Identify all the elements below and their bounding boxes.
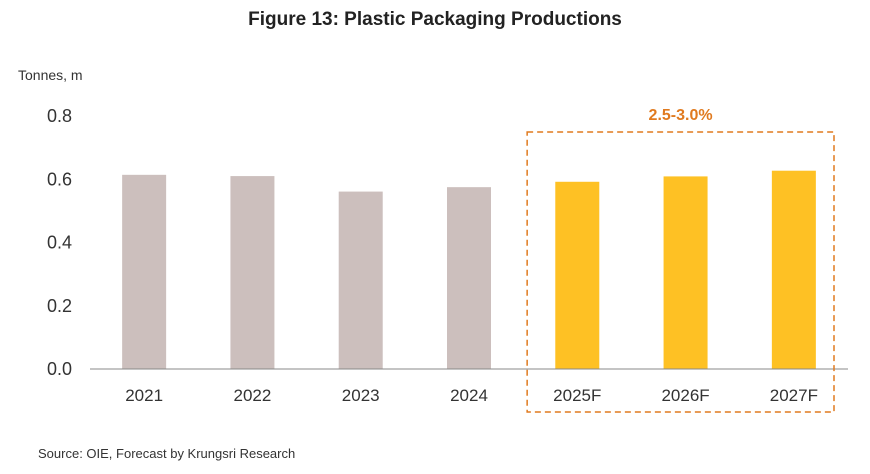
x-tick-label: 2026F (661, 386, 709, 405)
bar-2025f (555, 181, 600, 369)
x-tick-label: 2025F (553, 386, 601, 405)
x-tick-label: 2021 (125, 386, 163, 405)
bar-2021 (122, 174, 167, 369)
y-axis-ticks: 0.0 0.2 0.4 0.6 0.8 (47, 106, 72, 379)
bar-2022 (230, 176, 275, 369)
y-tick-label: 0.0 (47, 359, 72, 379)
y-tick-label: 0.2 (47, 296, 72, 316)
x-tick-label: 2024 (450, 386, 488, 405)
y-tick-label: 0.6 (47, 169, 72, 189)
chart-title: Figure 13: Plastic Packaging Productions (248, 9, 622, 30)
forecast-highlight-box (526, 131, 835, 413)
bar-2023 (338, 191, 383, 369)
x-tick-label: 2023 (342, 386, 380, 405)
forecast-growth-annotation: 2.5-3.0% (649, 107, 713, 124)
bar-2024 (447, 187, 491, 369)
source-note: Source: OIE, Forecast by Krungsri Resear… (38, 446, 295, 461)
bar-2027f (771, 170, 816, 369)
x-tick-label: 2022 (234, 386, 272, 405)
y-axis-unit-label: Tonnes, m (18, 67, 83, 83)
bars (122, 170, 816, 369)
x-tick-label: 2027F (770, 386, 818, 405)
y-tick-label: 0.8 (47, 106, 72, 126)
x-axis-ticks: 2021 2022 2023 2024 2025F 2026F 2027F (125, 386, 818, 405)
y-tick-label: 0.4 (47, 233, 72, 253)
bar-2026f (663, 176, 708, 369)
